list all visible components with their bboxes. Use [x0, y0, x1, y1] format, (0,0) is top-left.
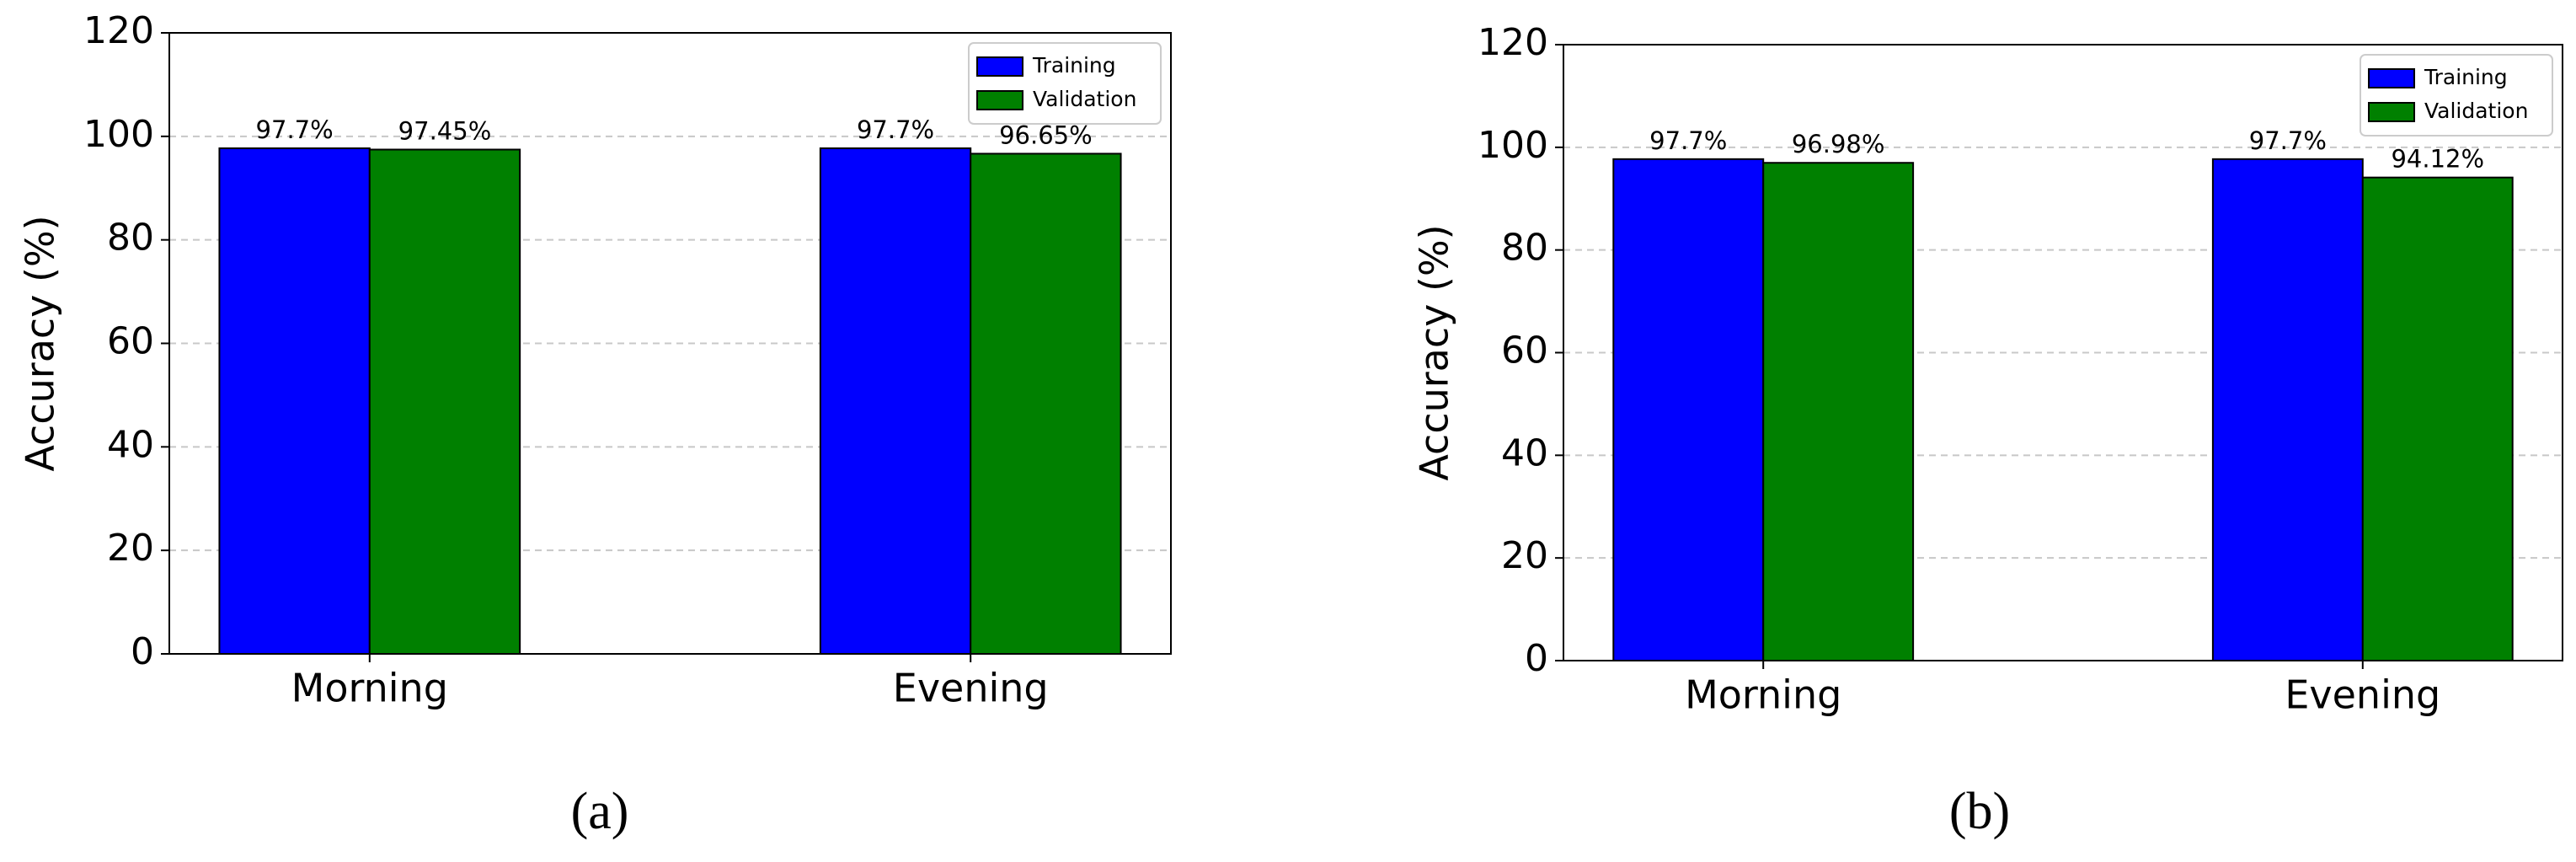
- caption: (b): [1949, 783, 2010, 840]
- plot-frame: [1563, 44, 2563, 661]
- x-tick-label: Morning: [291, 666, 448, 711]
- value-label: 97.7%: [1649, 126, 1727, 155]
- y-tick-label: 120: [83, 9, 154, 52]
- y-tick-label: 80: [107, 217, 154, 260]
- y-tick-label: 100: [1478, 124, 1548, 167]
- bar: [368, 148, 521, 656]
- legend-label: Validation: [2424, 99, 2528, 123]
- value-label: 97.7%: [857, 115, 934, 144]
- value-label: 96.65%: [999, 120, 1093, 149]
- legend-swatch: [2368, 102, 2415, 122]
- caption: (a): [571, 783, 629, 840]
- legend-swatch: [976, 56, 1023, 77]
- plot-frame: [168, 32, 1172, 655]
- bar: [819, 147, 972, 655]
- legend-label: Training: [2424, 65, 2508, 89]
- y-tick-label: 20: [107, 527, 154, 570]
- y-tick-label: 80: [1501, 227, 1548, 270]
- x-tick-label: Morning: [1685, 672, 1841, 718]
- legend-swatch: [2368, 68, 2415, 88]
- y-tick-label: 20: [1501, 534, 1548, 577]
- value-label: 97.45%: [398, 116, 492, 145]
- y-tick-label: 40: [107, 423, 154, 466]
- value-label: 94.12%: [2391, 145, 2484, 174]
- legend-label: Validation: [1033, 87, 1136, 111]
- y-axis-label: Accuracy (%): [18, 215, 63, 471]
- value-label: 97.7%: [256, 115, 334, 144]
- y-tick-label: 60: [1501, 329, 1548, 372]
- bar: [218, 147, 371, 655]
- y-tick-label: 40: [1501, 431, 1548, 474]
- y-axis-label: Accuracy (%): [1412, 224, 1457, 480]
- bar: [970, 153, 1122, 656]
- x-tick-label: Evening: [2285, 672, 2440, 718]
- y-tick-label: 100: [83, 113, 154, 156]
- bar: [1612, 158, 1765, 661]
- legend-label: Training: [1032, 53, 1116, 78]
- bar: [2361, 176, 2514, 661]
- y-tick-label: 0: [131, 630, 154, 673]
- x-tick-label: Evening: [893, 666, 1049, 711]
- value-label: 96.98%: [1792, 130, 1885, 158]
- bar: [1762, 162, 1915, 661]
- value-label: 97.7%: [2249, 126, 2327, 155]
- y-tick-label: 120: [1478, 21, 1548, 64]
- y-tick-label: 60: [107, 320, 154, 363]
- bar: [2211, 158, 2364, 661]
- legend-swatch: [976, 90, 1023, 110]
- y-tick-label: 0: [1525, 637, 1548, 680]
